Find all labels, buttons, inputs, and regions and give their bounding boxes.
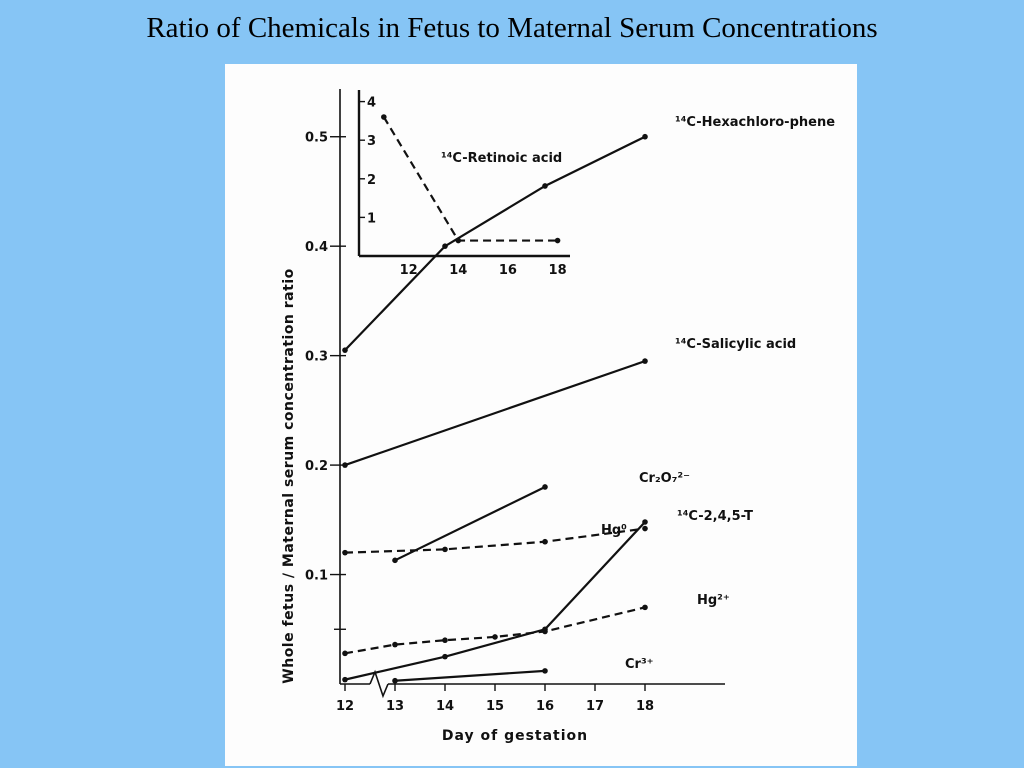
x-tick-label: 16 xyxy=(536,699,554,714)
inset-data-point-c-retinoic-acid xyxy=(455,237,462,244)
series-label-c-salicylic-acid: ¹⁴C-Salicylic acid xyxy=(675,337,796,352)
x-tick-label: 18 xyxy=(636,699,654,714)
y-tick-label: 0.3 xyxy=(305,350,328,365)
series-label-hg: Hg²⁺ xyxy=(697,593,730,608)
data-point-c-2-4-5-t xyxy=(442,653,448,660)
slide-title: Ratio of Chemicals in Fetus to Maternal … xyxy=(146,12,878,44)
series-line-c-hexachloro-phene xyxy=(344,135,646,351)
series-line-c-2-4-5-t xyxy=(344,521,646,681)
series-line-c-salicylic-acid xyxy=(344,360,646,467)
inset-x-tick-label: 12 xyxy=(400,263,418,278)
data-point-cr-o xyxy=(392,557,398,564)
data-point-c-hexachloro-phene xyxy=(442,243,448,249)
inset-series-line-c-retinoic-acid xyxy=(382,116,558,242)
data-point-hg xyxy=(342,650,348,657)
inset-y-tick-label: 1 xyxy=(367,211,376,226)
series-label-cr-o: Cr₂O₇²⁻ xyxy=(639,471,690,486)
series-label-cr: Cr³⁺ xyxy=(625,657,654,672)
series-line-cr-o xyxy=(394,485,546,562)
series-label-hg: Hg⁰ xyxy=(601,523,627,538)
x-tick-label: 17 xyxy=(586,699,604,714)
figure-panel: 0.1 0.2 0.3 0.4 0.5 12 13 14 15 16 17 18 Day of gest… xyxy=(225,64,857,766)
inset-x-tick-label: 18 xyxy=(549,263,567,278)
inset-x-tick-label: 14 xyxy=(449,263,467,278)
data-point-hg xyxy=(642,525,648,532)
y-tick-label: 0.4 xyxy=(305,240,328,255)
series-label-c-2-4-5-t: ¹⁴C-2,4,5-T xyxy=(677,509,753,524)
x-tick-label: 12 xyxy=(336,699,354,714)
data-point-hg xyxy=(342,549,348,556)
inset-y-tick-label: 3 xyxy=(367,134,376,149)
series-line-hg xyxy=(344,606,646,655)
inset-data-point-c-retinoic-acid xyxy=(381,114,387,120)
series-line-hg xyxy=(344,527,646,554)
data-point-c-2-4-5-t xyxy=(642,519,648,525)
inset-data-point-c-retinoic-acid xyxy=(554,237,561,244)
x-tick-label: 15 xyxy=(486,699,504,714)
data-point-hg xyxy=(492,634,498,640)
x-axis-title: Day of gestation xyxy=(442,728,588,744)
data-point-hg xyxy=(442,637,448,644)
series-line-cr xyxy=(394,669,546,682)
x-tick-label: 14 xyxy=(436,699,454,714)
inset-x-tick-label: 16 xyxy=(499,263,517,278)
data-point-hg xyxy=(542,538,548,545)
data-point-c-hexachloro-phene xyxy=(642,133,648,140)
y-axis-title: Whole fetus / Maternal serum concentrati… xyxy=(281,268,297,683)
inset-y-tick-label: 4 xyxy=(367,96,376,111)
inset-y-tick-label: 2 xyxy=(367,173,376,188)
y-tick-label: 0.1 xyxy=(305,569,328,584)
series-label-c-hexachloro-phene: ¹⁴C-Hexachloro-phene xyxy=(675,115,835,130)
data-point-hg xyxy=(442,546,448,553)
data-point-cr xyxy=(542,668,548,674)
data-point-cr xyxy=(392,677,398,684)
data-point-c-salicylic-acid xyxy=(342,462,348,468)
data-point-c-salicylic-acid xyxy=(642,358,648,364)
data-point-c-2-4-5-t xyxy=(342,676,348,683)
y-tick-label: 0.5 xyxy=(305,131,328,146)
data-point-cr-o xyxy=(542,484,548,490)
data-point-c-hexachloro-phene xyxy=(342,347,348,353)
data-point-hg xyxy=(392,641,398,648)
x-axis-break xyxy=(369,669,389,699)
data-point-c-hexachloro-phene xyxy=(542,183,548,189)
x-tick-label: 13 xyxy=(386,699,404,714)
inset-series-label-c-retinoic-acid: ¹⁴C-Retinoic acid xyxy=(441,151,562,166)
y-tick-label: 0.2 xyxy=(305,459,328,474)
data-point-hg xyxy=(642,604,648,611)
data-point-hg xyxy=(542,628,548,635)
